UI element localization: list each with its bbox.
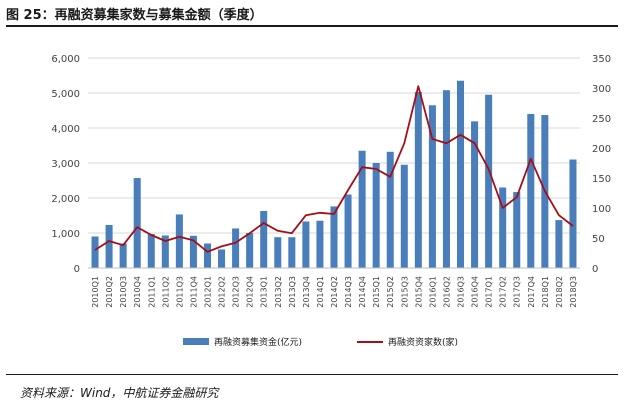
x-tick-label: 2015Q1 [372, 276, 381, 308]
left-tick-label: 4,000 [51, 124, 80, 135]
left-tick-label: 5,000 [51, 89, 80, 100]
bar [218, 249, 226, 268]
x-tick-label: 2014Q2 [330, 276, 339, 308]
x-tick-label: 2012Q3 [232, 276, 241, 308]
bar [91, 236, 99, 268]
legend: 再融资募集资金(亿元) 再融资资家数(家) [183, 336, 458, 348]
bar [133, 178, 141, 268]
x-tick-label: 2013Q4 [302, 276, 311, 308]
bar [428, 105, 436, 268]
x-tick-label: 2013Q3 [288, 276, 297, 308]
chart-title: 图 25：再融资募集家数与募集金额（季度） [6, 8, 263, 23]
bar [147, 234, 155, 268]
legend-bar-swatch [183, 338, 209, 345]
left-tick-label: 3,000 [51, 159, 80, 170]
bar [161, 235, 169, 268]
title-divider [6, 25, 618, 27]
right-tick-label: 0 [592, 264, 598, 275]
x-tick-label: 2017Q4 [527, 276, 536, 308]
line-path [94, 85, 574, 253]
x-tick-label: 2014Q1 [316, 276, 325, 308]
bar [274, 237, 282, 268]
bar [175, 214, 183, 268]
x-tick-label: 2016Q1 [428, 276, 437, 308]
bar [344, 194, 352, 268]
bar [471, 121, 479, 268]
x-tick-label: 2011Q3 [175, 276, 184, 308]
bar [457, 80, 465, 268]
x-tick-label: 2017Q3 [513, 276, 522, 308]
legend-bar-label: 再融资募集资金(亿元) [214, 336, 302, 348]
right-tick-label: 250 [592, 114, 611, 125]
bar [189, 235, 197, 268]
line-series [94, 85, 574, 253]
x-tick-label: 2018Q3 [569, 276, 578, 308]
x-tick-label: 2012Q4 [246, 276, 255, 308]
x-tick-label: 2011Q1 [147, 276, 156, 308]
bar [527, 114, 535, 268]
source-note: 资料来源：Wind，中航证券金融研究 [20, 386, 219, 400]
x-tick-label: 2017Q1 [485, 276, 494, 308]
x-tick-label: 2016Q4 [471, 276, 480, 308]
bar [260, 210, 268, 268]
right-tick-label: 100 [592, 204, 611, 215]
bar [569, 159, 577, 268]
x-tick-label: 2014Q3 [344, 276, 353, 308]
left-tick-label: 1,000 [51, 229, 80, 240]
x-tick-label: 2011Q2 [161, 276, 170, 308]
x-tick-label: 2015Q4 [414, 276, 423, 308]
x-tick-label: 2016Q2 [442, 276, 451, 308]
legend-line-label: 再融资资家数(家) [388, 336, 458, 348]
bar [442, 90, 450, 268]
x-tick-label: 2014Q4 [358, 276, 367, 308]
bar [555, 220, 563, 268]
right-tick-label: 200 [592, 144, 611, 155]
chart: 0 1,000 2,000 3,000 4,000 5,000 6,000 0 50 100 15… [51, 54, 611, 348]
bar [246, 233, 254, 268]
x-tick-label: 2018Q2 [555, 276, 564, 308]
x-tick-label: 2013Q2 [274, 276, 283, 308]
x-tick-label: 2010Q2 [105, 276, 114, 308]
bar [485, 94, 493, 268]
source-divider [6, 374, 618, 375]
x-tick-label: 2010Q1 [91, 276, 100, 308]
x-tick-label: 2010Q4 [133, 276, 142, 308]
bar [414, 91, 422, 268]
x-tick-label: 2013Q1 [260, 276, 269, 308]
right-tick-label: 350 [592, 54, 611, 65]
x-tick-label: 2015Q2 [386, 276, 395, 308]
right-tick-label: 150 [592, 174, 611, 185]
bar [232, 228, 240, 268]
bar [400, 164, 408, 268]
x-tick-label: 2016Q3 [457, 276, 466, 308]
x-tick-label: 2012Q1 [203, 276, 212, 308]
right-y-axis: 0 50 100 150 200 250 300 350 [592, 54, 611, 275]
right-tick-label: 300 [592, 84, 611, 95]
bar [288, 237, 296, 268]
bar [316, 220, 324, 268]
x-tick-label: 2015Q3 [400, 276, 409, 308]
left-y-axis: 0 1,000 2,000 3,000 4,000 5,000 6,000 [51, 54, 80, 275]
x-tick-label: 2011Q4 [189, 276, 198, 308]
bar [513, 192, 521, 268]
left-tick-label: 2,000 [51, 194, 80, 205]
x-axis: 2010Q1 2010Q2 2010Q3 2010Q4 2011Q1 2011Q2 2011… [88, 267, 580, 308]
bar [105, 224, 113, 268]
bar-series [91, 80, 577, 268]
bar [372, 163, 380, 268]
bar [358, 150, 366, 268]
x-tick-label: 2010Q3 [119, 276, 128, 308]
right-tick-label: 50 [592, 234, 605, 245]
x-tick-label: 2017Q2 [499, 276, 508, 308]
x-tick-label: 2012Q2 [218, 276, 227, 308]
left-tick-label: 0 [74, 264, 80, 275]
left-tick-label: 6,000 [51, 54, 80, 65]
bar [302, 221, 310, 268]
bar [499, 187, 507, 268]
x-tick-label: 2018Q1 [541, 276, 550, 308]
bar [203, 243, 211, 268]
bar [119, 243, 127, 268]
bar [386, 151, 394, 268]
bar [330, 206, 338, 268]
